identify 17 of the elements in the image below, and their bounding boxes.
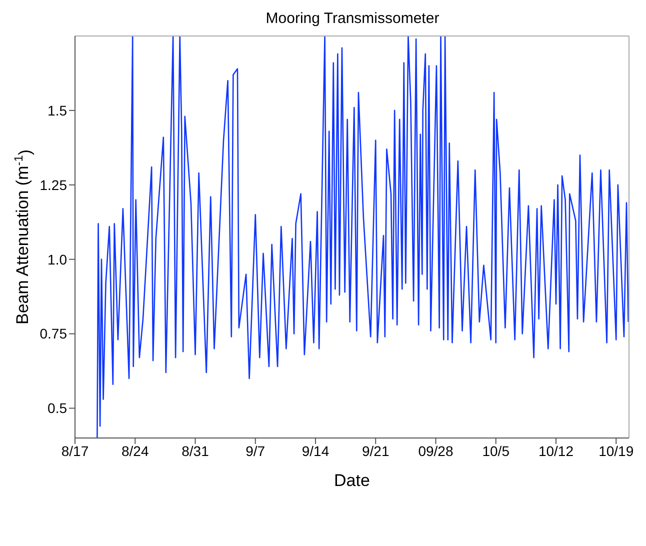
x-tick-label: 8/31 (182, 442, 210, 459)
y-tick-label: 1.25 (40, 176, 68, 193)
y-tick-label: 0.5 (48, 400, 68, 416)
x-tick-label: 9/7 (246, 442, 266, 459)
x-tick-label: 9/14 (302, 442, 330, 459)
x-tick-label: 10/12 (538, 442, 574, 459)
y-tick-label: 1.0 (48, 251, 68, 268)
x-tick-label: 8/24 (122, 442, 149, 459)
y-tick-label: 1.5 (48, 102, 68, 118)
x-tick-label: 9/21 (362, 442, 390, 459)
x-axis-title: Date (334, 471, 370, 490)
x-tick-label: 09/28 (418, 442, 454, 459)
chart-title: Mooring Transmissometer (264, 10, 440, 27)
y-tick-label: 0.75 (40, 326, 68, 342)
x-tick-label: 10/19 (598, 442, 634, 459)
x-tick-label: 8/17 (61, 442, 89, 459)
x-tick-label: 10/5 (482, 442, 510, 459)
